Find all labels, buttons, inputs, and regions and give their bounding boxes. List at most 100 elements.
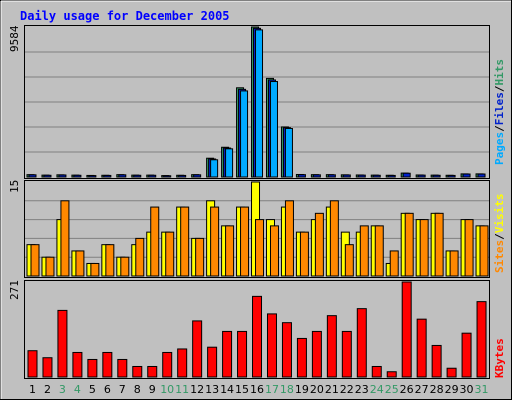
bar-sites [359,225,369,277]
legend-hits-files-pages: Pages/Files/Hits [493,59,506,165]
bar-files [462,173,471,178]
bar-files [163,175,172,178]
bar-kbytes [207,346,218,378]
bar-sites [135,237,145,277]
bar-files [103,174,112,178]
bar-files [312,174,321,178]
bar-files [43,174,52,178]
bar-kbytes [356,308,367,378]
x-tick-label: 29 [445,383,459,396]
ymax-label-visits: 15 [8,180,21,193]
legend-visits-sites: Sites/Visits [493,194,506,274]
bar-kbytes [72,351,83,378]
bar-pages [269,81,278,178]
x-tick-label: 18 [280,383,294,396]
x-tick-label: 6 [104,383,111,396]
bar-sites [255,219,265,277]
bar-kbytes [222,330,233,378]
bar-kbytes [326,315,337,378]
x-tick-label: 16 [250,383,264,396]
x-tick-label: 2 [44,383,51,396]
bar-sites [180,206,190,277]
x-tick-label: 19 [295,383,309,396]
bar-sites [60,200,70,277]
bar-kbytes [87,358,98,378]
bar-kbytes [341,330,352,378]
x-tick-label: 15 [235,383,249,396]
bar-kbytes [281,322,292,378]
bar-pages [225,148,234,178]
bar-files [58,174,67,178]
bar-pages [284,127,293,178]
x-tick-label: 9 [149,383,156,396]
bar-kbytes [57,309,68,378]
bar-kbytes [42,357,53,378]
bar-sites [75,250,85,277]
bar-files [357,174,366,178]
legend-entry: Files [493,92,506,125]
bar-sites [419,219,429,277]
legend-entry: / [493,85,506,92]
bar-sites [269,225,279,277]
x-tick-label: 3 [59,383,66,396]
bar-files [432,174,441,178]
bar-files [447,174,456,178]
bar-kbytes [27,350,38,378]
chart-title: Daily usage for December 2005 [20,9,230,23]
bar-sites [45,256,55,277]
ymax-label-kbytes: 271 [8,280,21,300]
bar-kbytes [117,358,128,378]
bar-kbytes [386,371,397,378]
bar-sites [464,219,474,277]
bar-sites [389,250,399,277]
legend-entry: / [493,125,506,132]
bar-files [327,174,336,178]
bar-sites [225,225,235,277]
x-tick-label: 24 [370,383,384,396]
bar-sites [404,212,414,277]
bar-files [28,174,37,178]
x-tick-label: 26 [400,383,414,396]
ymax-label-hits: 9584 [8,25,21,52]
bar-kbytes [446,367,457,378]
x-tick-label: 4 [74,383,81,396]
bar-sites [479,225,489,277]
bar-sites [434,212,444,277]
x-tick-label: 10 [160,383,174,396]
x-tick-label: 7 [119,383,126,396]
x-tick-label: 27 [415,383,429,396]
legend-entry: KBytes [493,338,506,378]
bar-files [297,174,306,178]
x-tick-label: 11 [175,383,189,396]
legend-entry: Hits [493,59,506,86]
bar-files [477,173,486,178]
x-axis-labels: 1 2 3 4 5 6 7 8 9 10 11 12 13 14 15 16 17 18 19 20 21 22 23 24 2… [29,383,489,396]
bar-kbytes [252,295,263,378]
bar-kbytes [311,330,322,378]
x-tick-label: 1 [29,383,36,396]
bar-files [73,174,82,178]
bar-kbytes [296,337,307,378]
x-tick-label: 13 [205,383,219,396]
bar-files [148,174,157,178]
bar-sites [90,262,100,277]
x-tick-label: 23 [355,383,369,396]
x-tick-label: 17 [265,383,279,396]
legend-entry: Visits [493,194,506,234]
bar-sites [105,244,115,277]
bar-sites [329,200,339,277]
bar-sites [195,237,205,277]
bar-files [387,174,396,178]
bar-sites [150,206,160,277]
bar-sites [284,200,294,277]
bar-kbytes [102,351,113,378]
bar-files [178,174,187,178]
bar-pages [255,29,264,178]
bar-files [372,174,381,178]
bar-kbytes [177,348,188,378]
bar-kbytes [162,351,173,378]
bar-pages [240,90,249,178]
bar-files [417,174,426,178]
legend-entry: Sites [493,240,506,273]
bar-sites [165,231,175,277]
